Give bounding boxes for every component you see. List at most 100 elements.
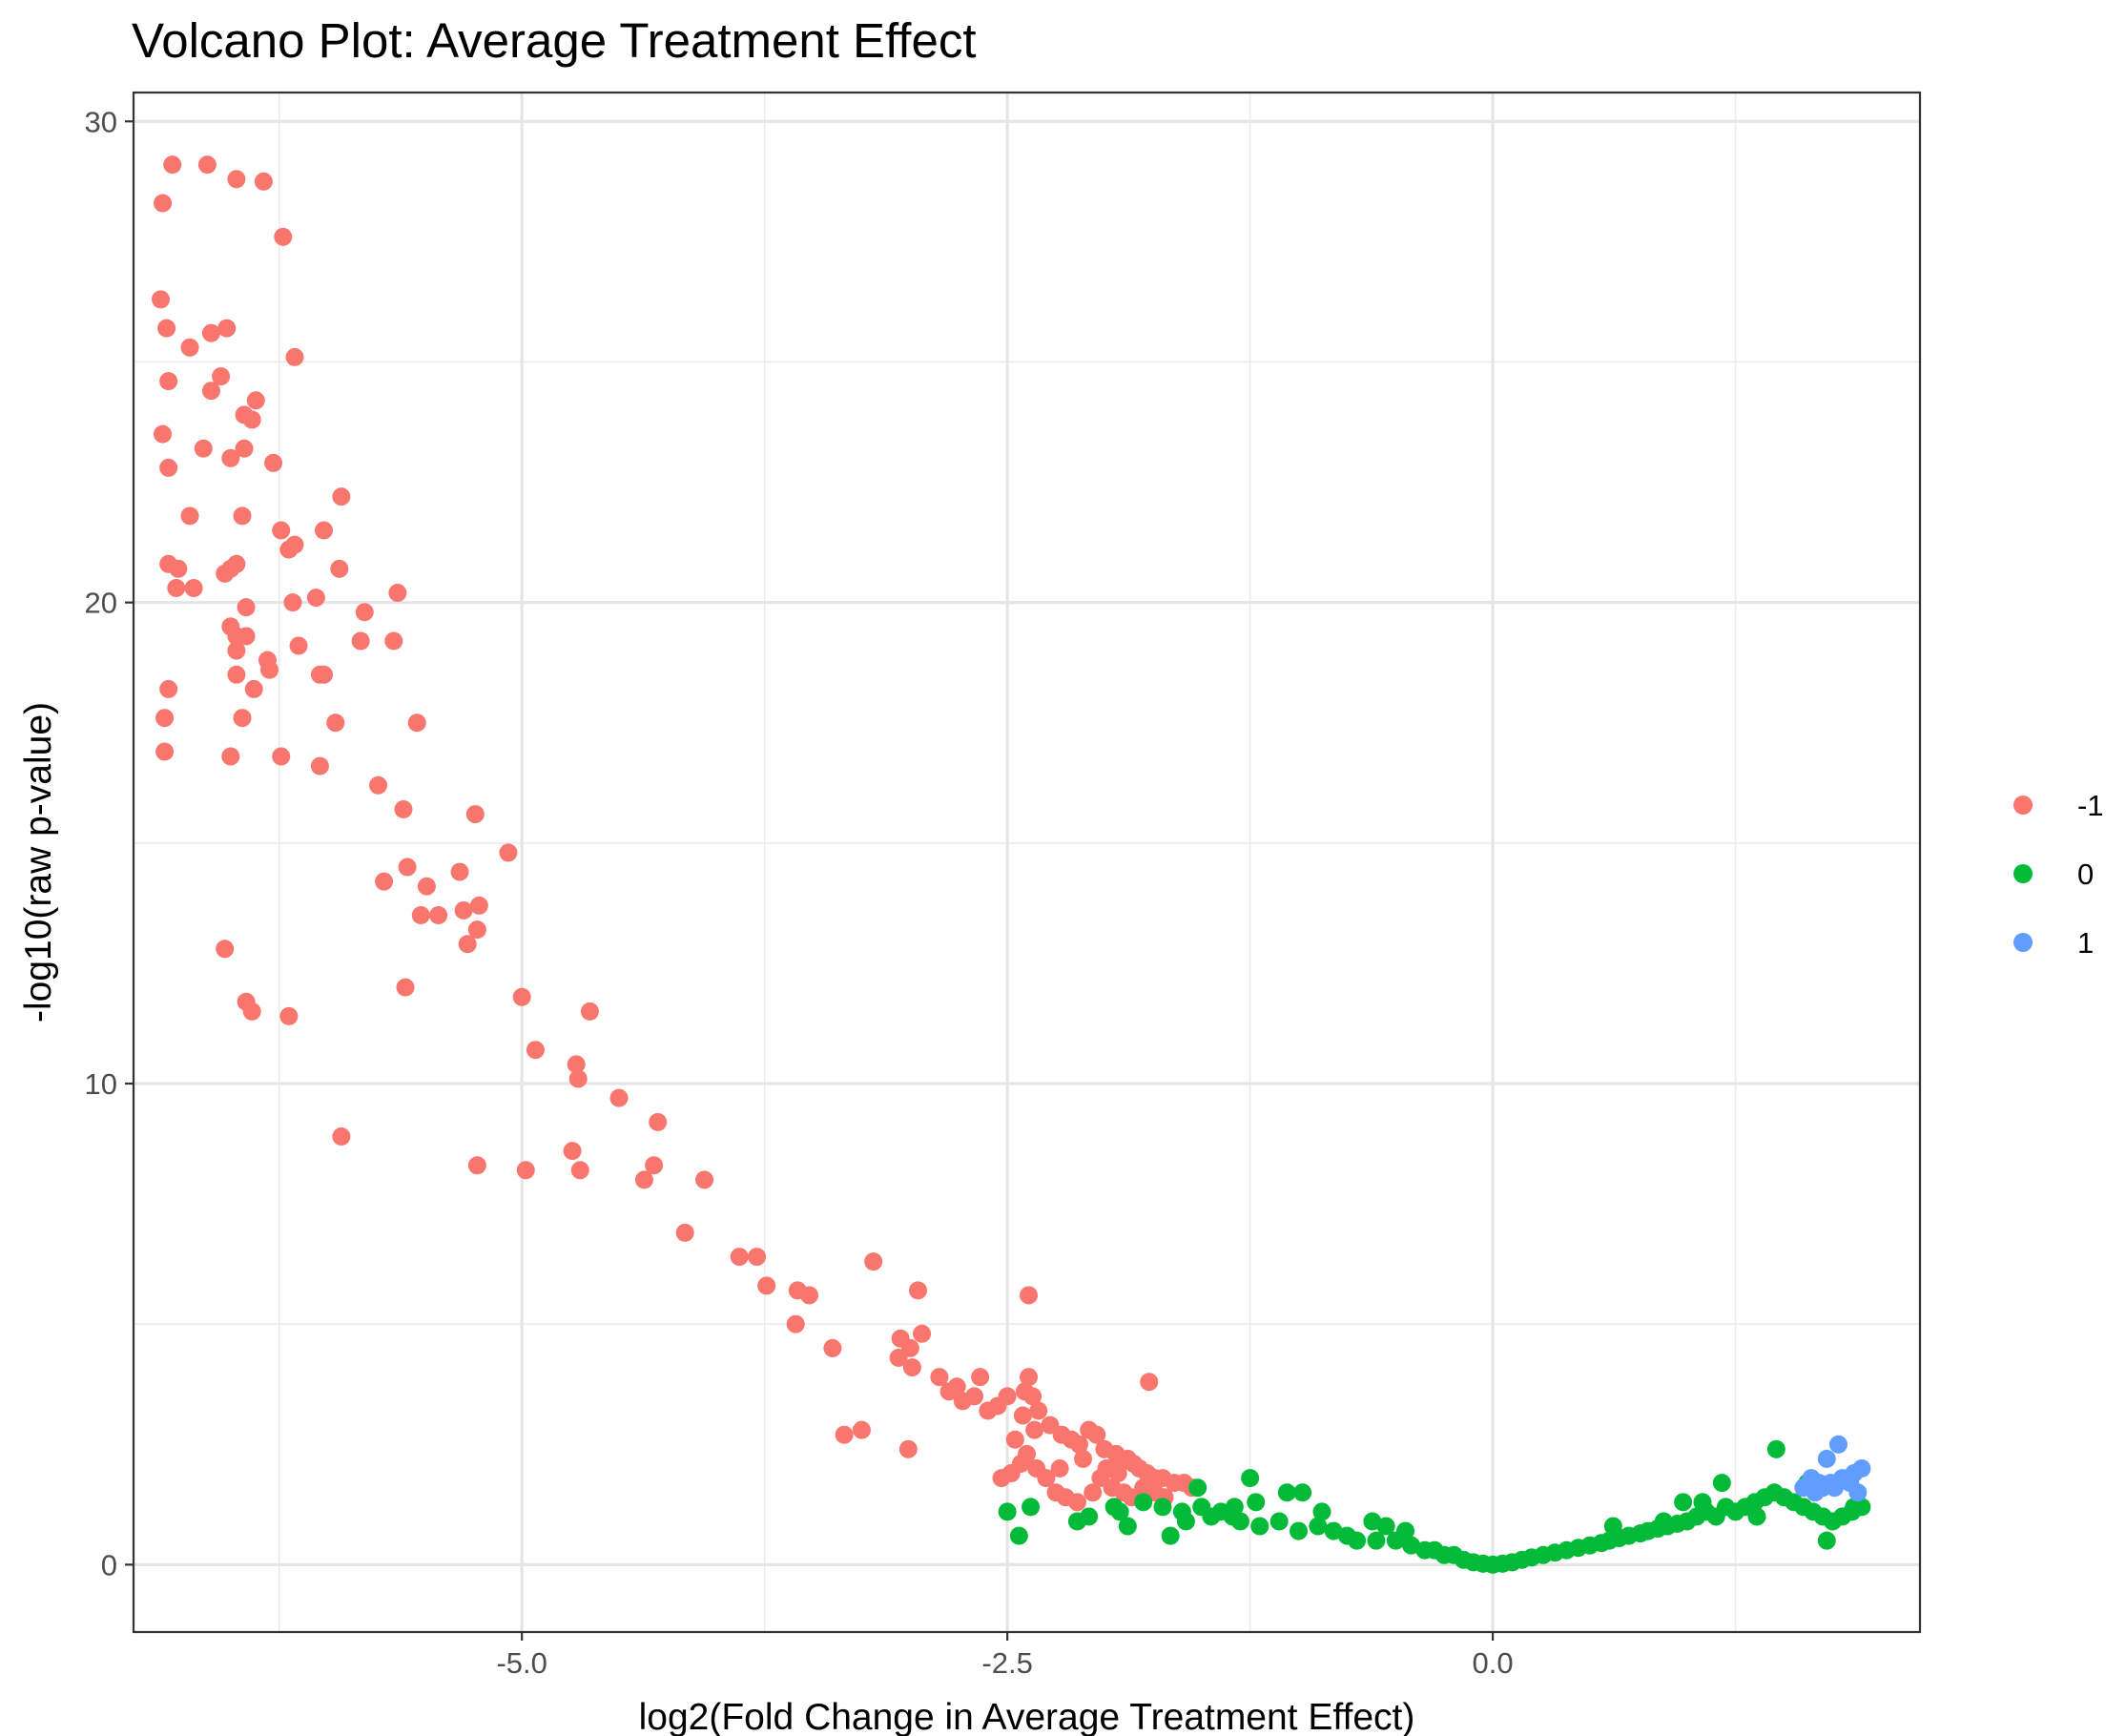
data-point (469, 896, 488, 915)
data-point (169, 559, 188, 578)
data-point (157, 319, 176, 338)
data-point (216, 940, 235, 959)
x-axis-title: log2(Fold Change in Average Treatment Ef… (639, 1697, 1415, 1736)
data-point (1309, 1517, 1328, 1536)
data-point (568, 1069, 588, 1088)
y-tick-label: 0 (101, 1548, 117, 1581)
data-point (184, 579, 203, 598)
data-point (730, 1248, 749, 1267)
y-tick-label: 20 (85, 587, 117, 620)
data-point (1223, 1507, 1242, 1526)
data-point (244, 679, 263, 698)
data-point (326, 713, 345, 733)
data-point (155, 709, 175, 728)
data-point (155, 742, 175, 761)
data-point (237, 598, 256, 617)
data-point (227, 665, 246, 684)
data-point (1104, 1498, 1124, 1517)
data-point (1140, 1373, 1159, 1392)
data-point (823, 1338, 842, 1357)
data-point (1828, 1435, 1847, 1454)
data-point (260, 660, 279, 679)
data-point (254, 172, 273, 191)
data-point (246, 391, 265, 410)
data-point (306, 589, 325, 608)
data-point (988, 1396, 1007, 1416)
data-point (971, 1368, 990, 1387)
legend-key (2013, 864, 2033, 883)
data-point (675, 1223, 694, 1242)
data-point (450, 862, 469, 881)
data-point (1023, 1387, 1042, 1406)
data-point (375, 872, 394, 891)
data-point (1809, 1474, 1828, 1493)
data-point (1603, 1517, 1622, 1536)
data-point (465, 805, 485, 824)
data-point (398, 858, 417, 877)
data-point (310, 756, 329, 775)
data-point (1312, 1502, 1331, 1521)
data-point (1852, 1459, 1871, 1478)
data-point (609, 1088, 629, 1107)
y-axis-title: -log10(raw p-value) (18, 702, 59, 1023)
data-point (1025, 1420, 1044, 1439)
data-point (221, 747, 240, 766)
data-point (567, 1055, 586, 1074)
data-point (902, 1358, 921, 1377)
data-point (332, 487, 351, 506)
series--1 (152, 155, 1202, 1512)
data-point (227, 170, 246, 189)
data-point (417, 877, 436, 896)
data-point (1037, 1469, 1056, 1488)
data-point (227, 641, 246, 660)
data-point (1269, 1512, 1289, 1531)
data-point (212, 367, 231, 386)
data-point (163, 155, 182, 175)
data-point (965, 1387, 984, 1406)
data-point (649, 1112, 668, 1131)
data-point (1693, 1493, 1712, 1512)
data-point (1084, 1483, 1103, 1502)
data-point (1348, 1531, 1367, 1550)
data-point (908, 1281, 927, 1300)
data-point (201, 323, 220, 342)
data-point (1241, 1469, 1260, 1488)
data-point (407, 713, 426, 733)
data-point (580, 1002, 599, 1021)
data-point (283, 593, 302, 612)
data-point (285, 535, 304, 554)
data-point (454, 900, 473, 920)
data-point (221, 448, 240, 467)
data-point (355, 603, 374, 622)
data-point (201, 382, 220, 401)
data-point (1293, 1483, 1312, 1502)
y-axis-ticks: 0 10 20 30 (85, 105, 134, 1581)
data-point (1363, 1512, 1382, 1531)
series-0 (998, 1439, 1871, 1574)
data-point (1176, 1512, 1195, 1531)
data-point (1118, 1517, 1137, 1536)
y-tick-label: 30 (85, 105, 117, 138)
chart-title: Volcano Plot: Average Treatment Effect (132, 13, 977, 68)
data-point (998, 1502, 1017, 1521)
data-point (1250, 1517, 1269, 1536)
data-point (1747, 1507, 1766, 1526)
data-point (1080, 1507, 1099, 1526)
data-point (330, 559, 349, 578)
data-point (429, 905, 448, 924)
legend-label: -1 (2077, 789, 2104, 822)
data-point (852, 1420, 871, 1439)
data-point (233, 506, 252, 526)
data-point (388, 584, 407, 603)
data-point (1069, 1435, 1088, 1454)
data-point (1290, 1521, 1309, 1540)
data-point (913, 1324, 932, 1343)
data-point (1067, 1493, 1086, 1512)
data-point (526, 1041, 545, 1060)
data-point (1817, 1531, 1836, 1550)
data-point (748, 1248, 767, 1267)
data-point (221, 559, 240, 578)
data-point (1766, 1439, 1785, 1458)
data-point (512, 987, 531, 1006)
y-tick-label: 10 (85, 1067, 117, 1101)
